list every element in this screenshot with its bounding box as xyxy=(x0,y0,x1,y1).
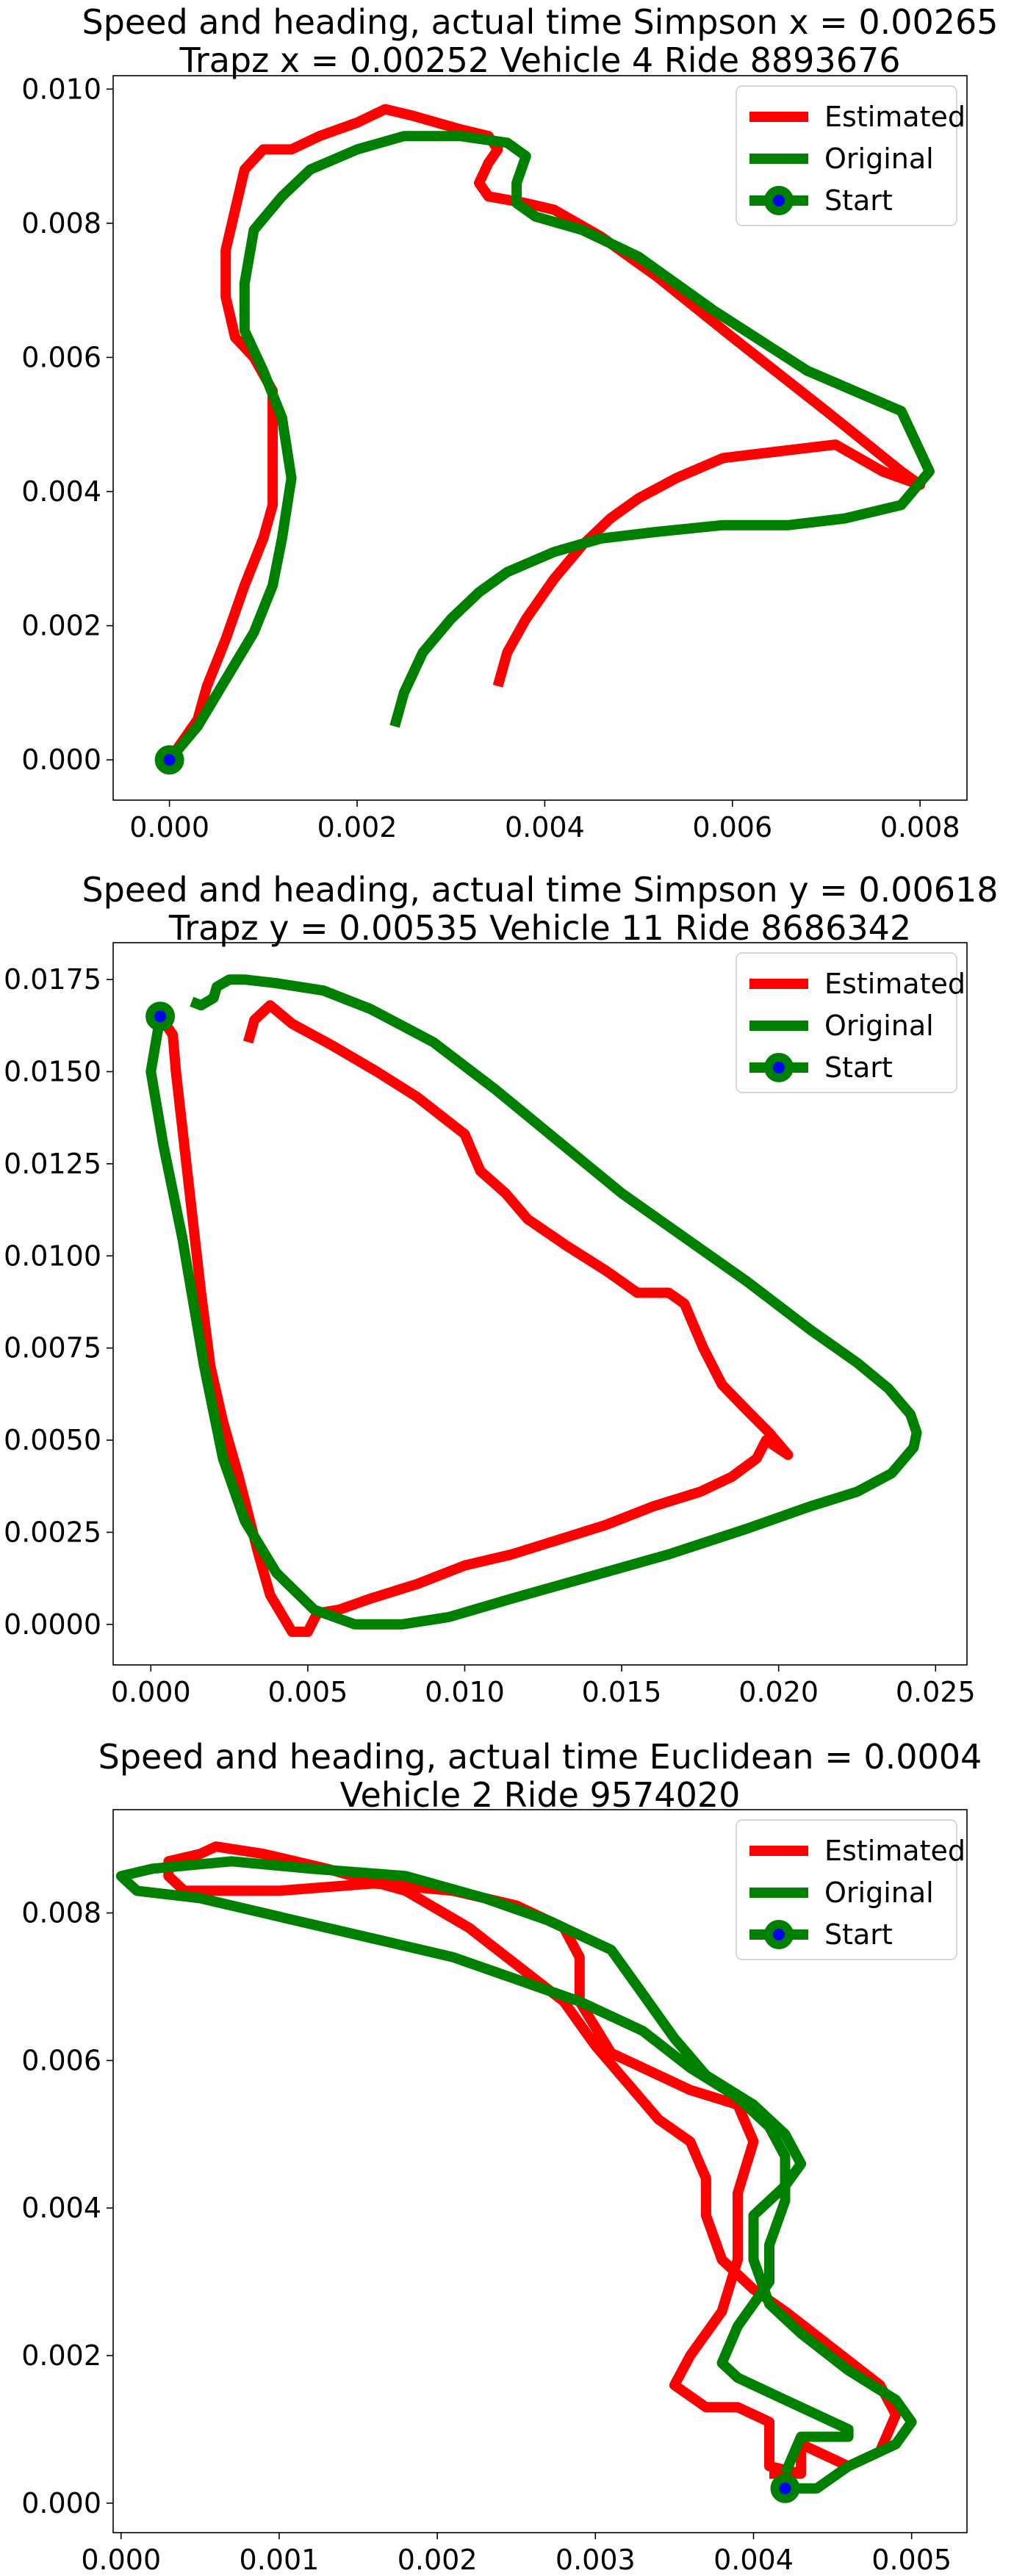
y-tick-label: 0.008 xyxy=(21,1897,101,1929)
axes-frame xyxy=(112,942,968,1666)
legend-start-marker xyxy=(764,1920,794,1949)
chart-title-line: Speed and heading, actual time Simpson x… xyxy=(82,2,998,42)
chart-panel-2: Speed and heading, actual time Simpson y… xyxy=(4,870,999,1708)
y-tick-label: 0.008 xyxy=(21,207,101,240)
legend-label: Original xyxy=(824,143,934,175)
legend-label: Start xyxy=(824,1918,893,1951)
x-tick-label: 0.000 xyxy=(129,811,209,843)
y-tick-label: 0.0075 xyxy=(4,1332,101,1364)
x-tick-label: 0.004 xyxy=(505,811,585,843)
y-tick-label: 0.0100 xyxy=(4,1240,101,1272)
legend-label: Original xyxy=(824,1877,934,1909)
chart-title-line: Trapz x = 0.00252 Vehicle 4 Ride 8893676 xyxy=(179,40,900,80)
y-tick-label: 0.002 xyxy=(21,2339,101,2372)
start-marker xyxy=(154,745,184,775)
series-line-original xyxy=(165,131,935,763)
plot-area xyxy=(115,1841,917,2503)
x-tick-label: 0.000 xyxy=(111,1676,191,1708)
x-tick-label: 0.006 xyxy=(692,811,772,843)
start-marker xyxy=(770,2473,800,2503)
legend: Estimated Original Start xyxy=(736,85,966,226)
x-tick-label: 0.001 xyxy=(240,2544,320,2576)
y-tick-label: 0.0000 xyxy=(4,1608,101,1641)
start-marker xyxy=(145,1001,176,1032)
legend: Estimated Original Start xyxy=(736,952,966,1093)
y-tick-label: 0.0175 xyxy=(4,963,101,996)
x-tick-label: 0.000 xyxy=(81,2544,161,2576)
y-tick-label: 0.0025 xyxy=(4,1516,101,1548)
legend-start-marker xyxy=(764,1053,794,1082)
y-tick-label: 0.010 xyxy=(21,73,101,105)
series-line-estimated xyxy=(163,1841,902,2479)
plot-area xyxy=(154,104,935,775)
legend-label: Start xyxy=(824,1051,893,1084)
legend-label: Estimated xyxy=(824,968,966,1000)
x-tick-label: 0.005 xyxy=(871,2544,952,2576)
x-tick-label: 0.005 xyxy=(267,1676,348,1708)
y-tick-label: 0.000 xyxy=(21,2487,101,2519)
series-line-original xyxy=(145,974,922,1630)
x-tick-label: 0.008 xyxy=(880,811,960,843)
y-tick-label: 0.000 xyxy=(21,744,101,776)
y-tick-label: 0.004 xyxy=(21,475,101,508)
chart-title-line: Speed and heading, actual time Euclidean… xyxy=(98,1737,982,1777)
legend-label: Start xyxy=(824,184,893,217)
chart-panel-3: Speed and heading, actual time Euclidean… xyxy=(21,1737,982,2576)
chart-title-line: Vehicle 2 Ride 9574020 xyxy=(340,1775,741,1815)
x-tick-label: 0.025 xyxy=(896,1676,976,1708)
x-tick-label: 0.020 xyxy=(738,1676,819,1708)
x-tick-label: 0.002 xyxy=(317,811,398,843)
chart-panel-1: Speed and heading, actual time Simpson x… xyxy=(21,2,998,843)
y-tick-label: 0.006 xyxy=(21,341,101,373)
chart-title-line: Trapz y = 0.00535 Vehicle 11 Ride 868634… xyxy=(168,908,911,948)
chart-title-line: Speed and heading, actual time Simpson y… xyxy=(82,870,998,910)
y-tick-label: 0.002 xyxy=(21,610,101,642)
plot-area xyxy=(145,974,922,1637)
series-line-estimated xyxy=(156,1000,794,1637)
legend-label: Estimated xyxy=(824,101,966,133)
y-tick-label: 0.0150 xyxy=(4,1056,101,1088)
axes-frame xyxy=(112,1809,968,2533)
x-tick-label: 0.015 xyxy=(582,1676,662,1708)
legend-start-marker xyxy=(764,186,794,215)
y-tick-label: 0.006 xyxy=(21,2044,101,2076)
y-tick-label: 0.0125 xyxy=(4,1148,101,1180)
y-tick-label: 0.004 xyxy=(21,2192,101,2224)
legend-label: Estimated xyxy=(824,1835,966,1867)
axes-frame xyxy=(112,75,968,801)
x-tick-label: 0.003 xyxy=(555,2544,636,2576)
legend: Estimated Original Start xyxy=(736,1819,966,1960)
series-line-original xyxy=(115,1856,917,2494)
x-tick-label: 0.002 xyxy=(398,2544,478,2576)
legend-label: Original xyxy=(824,1010,934,1042)
x-tick-label: 0.010 xyxy=(425,1676,505,1708)
y-tick-label: 0.0050 xyxy=(4,1424,101,1456)
x-tick-label: 0.004 xyxy=(713,2544,794,2576)
